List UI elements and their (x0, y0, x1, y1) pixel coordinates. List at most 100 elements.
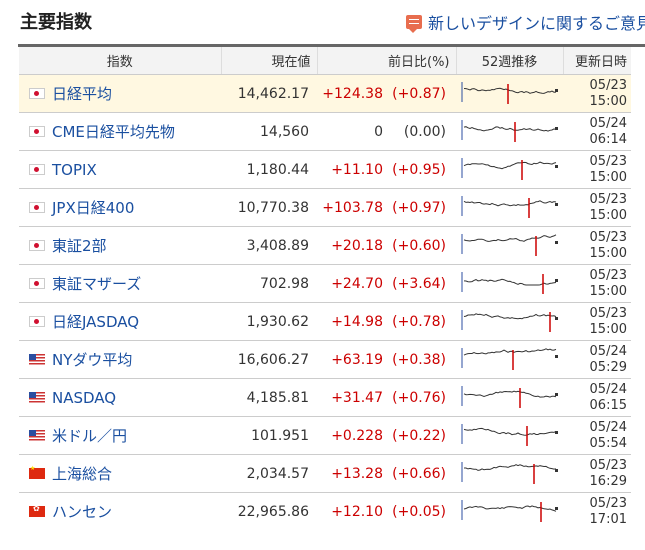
index-value: 2,034.57 (221, 454, 317, 493)
sparkline-chart (461, 119, 558, 142)
index-change: 0 (317, 112, 389, 151)
index-name-link[interactable]: 東証マザーズ (52, 275, 142, 293)
index-name-link[interactable]: TOPIX (52, 160, 97, 179)
index-trend-cell[interactable] (456, 112, 563, 151)
index-name-cell: 東証2部 (19, 226, 221, 265)
index-value: 1,180.44 (221, 150, 317, 189)
index-change-pct: (0.00) (389, 112, 456, 151)
comment-icon (406, 15, 422, 33)
update-date: 05/24 (589, 115, 627, 131)
index-value: 1,930.62 (221, 302, 317, 341)
index-trend-cell[interactable] (456, 378, 563, 417)
table-row: JPX日経400 10,770.38 +103.78 (+0.97) 05/23 15:0… (19, 188, 631, 227)
update-time: 06:15 (589, 397, 627, 413)
update-date: 05/24 (589, 343, 627, 359)
update-time: 15:00 (589, 93, 627, 109)
sparkline-line (463, 125, 557, 132)
index-value: 14,462.17 (221, 74, 317, 113)
update-date: 05/23 (589, 495, 627, 511)
index-name-link[interactable]: CME日経平均先物 (52, 123, 175, 141)
index-trend-cell[interactable] (456, 226, 563, 265)
index-change: +24.70 (317, 264, 389, 303)
update-time: 16:29 (589, 473, 627, 489)
index-trend-cell[interactable] (456, 150, 563, 189)
index-change: +14.98 (317, 302, 389, 341)
feedback-link[interactable]: 新しいデザインに関するご意見 (428, 14, 645, 33)
update-date: 05/24 (589, 381, 627, 397)
header-rule (18, 44, 645, 47)
update-date: 05/23 (589, 153, 627, 169)
sparkline-line (463, 278, 557, 285)
index-trend-cell[interactable] (456, 188, 563, 227)
col-header-trend: 52週推移 (455, 47, 563, 75)
index-name-link[interactable]: JPX日経400 (52, 199, 135, 217)
us-flag-icon (29, 354, 45, 365)
index-name-link[interactable]: 上海総合 (52, 465, 113, 483)
index-change-pct: (+0.38) (389, 340, 456, 379)
index-name-link[interactable]: ハンセン (52, 503, 113, 521)
jp-flag-icon (29, 164, 45, 175)
index-name-link[interactable]: 日経JASDAQ (52, 313, 140, 331)
update-time: 15:00 (589, 207, 627, 223)
sparkline-end-dot (555, 354, 558, 358)
index-value: 101.951 (221, 416, 317, 455)
update-date: 05/23 (589, 229, 627, 245)
index-updated-cell: 05/23 17:01 (563, 492, 631, 530)
index-trend-cell[interactable] (456, 492, 563, 530)
sparkline-chart (461, 157, 558, 180)
index-name-cell: 日経JASDAQ (19, 302, 221, 341)
sparkline-line (463, 390, 557, 398)
index-change: +103.78 (317, 188, 389, 227)
table-header-row: 指数 現在値 前日比(%) 52週推移 更新日時 (19, 47, 631, 75)
feedback-notice[interactable]: 新しいデザインに関するご意見 (406, 10, 645, 34)
index-updated-cell: 05/24 05:29 (563, 340, 631, 379)
index-name-link[interactable]: 東証2部 (52, 237, 107, 255)
index-trend-cell[interactable] (456, 340, 563, 379)
index-name-link[interactable]: NASDAQ (52, 388, 117, 407)
update-date: 05/23 (589, 191, 627, 207)
index-updated-cell: 05/23 15:00 (563, 74, 631, 113)
index-name-cell: ハンセン (19, 492, 221, 530)
index-trend-cell[interactable] (456, 264, 563, 303)
index-trend-cell[interactable] (456, 74, 563, 113)
sparkline-end-dot (555, 506, 558, 510)
sparkline-end-dot (555, 316, 558, 320)
update-time: 06:14 (589, 131, 627, 147)
index-name-link[interactable]: NYダウ平均 (52, 351, 133, 369)
index-trend-cell[interactable] (456, 416, 563, 455)
sparkline-end-dot (555, 126, 558, 130)
index-change-pct: (+0.60) (389, 226, 456, 265)
index-trend-cell[interactable] (456, 454, 563, 493)
index-value: 702.98 (221, 264, 317, 303)
update-date: 05/24 (589, 419, 627, 435)
update-time: 15:00 (589, 169, 627, 185)
index-updated-cell: 05/23 15:00 (563, 264, 631, 303)
col-header-name: 指数 (19, 47, 221, 75)
update-date: 05/23 (589, 305, 627, 321)
index-change: +13.28 (317, 454, 389, 493)
index-change: +11.10 (317, 150, 389, 189)
jp-flag-icon (29, 240, 45, 251)
sparkline-chart (461, 271, 558, 294)
sparkline-end-dot (555, 164, 558, 168)
sparkline-chart (461, 347, 558, 370)
update-time: 15:00 (589, 283, 627, 299)
table-row: 米ドル／円 101.951 +0.228 (+0.22) 05/24 05:54 (19, 416, 631, 455)
index-change: +12.10 (317, 492, 389, 530)
col-header-updated: 更新日時 (562, 47, 631, 75)
col-header-change: 前日比(%) (316, 47, 456, 75)
us-flag-icon (29, 392, 45, 403)
index-name-link[interactable]: 米ドル／円 (52, 427, 128, 445)
index-value: 4,185.81 (221, 378, 317, 417)
sparkline-line (463, 233, 557, 242)
index-updated-cell: 05/23 15:00 (563, 150, 631, 189)
index-change: +63.19 (317, 340, 389, 379)
index-change: +0.228 (317, 416, 389, 455)
sparkline-end-dot (555, 468, 558, 472)
index-trend-cell[interactable] (456, 302, 563, 341)
jp-flag-icon (29, 316, 45, 327)
jp-flag-icon (29, 88, 45, 99)
index-name-cell: TOPIX (19, 150, 221, 189)
index-name-link[interactable]: 日経平均 (52, 85, 113, 103)
index-value: 16,606.27 (221, 340, 317, 379)
